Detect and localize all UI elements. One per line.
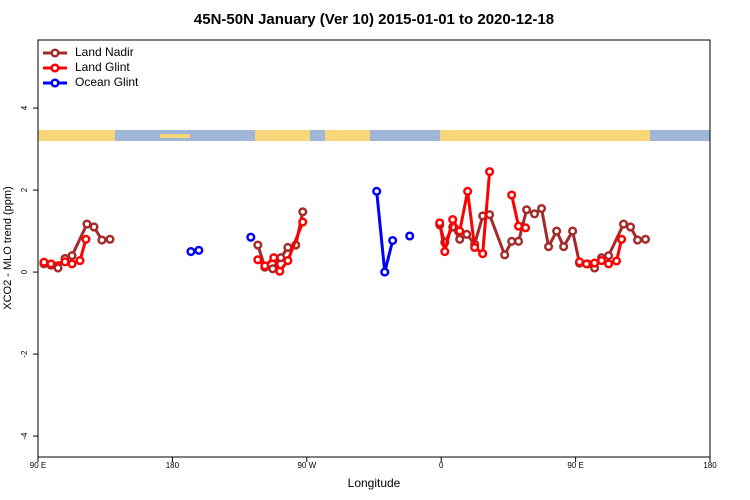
data-point	[640, 234, 651, 244]
data-point	[611, 256, 622, 266]
data-point	[246, 232, 256, 242]
legend-marker	[50, 63, 60, 73]
data-point	[67, 259, 77, 269]
data-point	[372, 186, 382, 196]
data-point	[485, 167, 495, 177]
data-point	[194, 245, 204, 255]
x-axis-label: Longitude	[348, 476, 401, 490]
data-point	[388, 235, 398, 246]
data-point	[462, 229, 472, 239]
y-tick-label: 2	[20, 187, 29, 192]
data-point	[186, 247, 196, 257]
data-point	[507, 190, 517, 200]
data-point	[521, 223, 531, 233]
data-point	[53, 263, 63, 273]
chart-title: 45N-50N January (Ver 10) 2015-01-01 to 2…	[194, 11, 554, 28]
data-point	[514, 236, 524, 246]
data-point	[500, 250, 510, 260]
y-axis-label: XCO2 - MLO trend (ppm)	[2, 186, 14, 309]
data-point	[514, 221, 524, 231]
data-point	[544, 242, 554, 252]
data-point	[253, 255, 263, 265]
data-point	[597, 256, 607, 266]
data-point	[455, 234, 465, 244]
y-tick-label: -2	[20, 350, 29, 358]
data-point	[46, 259, 56, 269]
data-point	[275, 266, 285, 276]
data-point	[81, 234, 91, 244]
legend-label: Ocean Glint	[75, 75, 139, 89]
x-tick-label: 180	[166, 461, 180, 470]
x-tick-label: 90 E	[30, 461, 46, 470]
map-strip	[38, 130, 710, 141]
data-point	[604, 259, 614, 269]
y-tick-label: -4	[20, 432, 29, 440]
data-point	[405, 231, 415, 241]
data-point	[75, 256, 85, 266]
data-point	[253, 240, 263, 250]
legend-label: Land Glint	[75, 60, 130, 74]
series-line	[43, 205, 646, 271]
x-tick-label: 0	[439, 461, 444, 470]
data-point	[269, 253, 279, 263]
data-point	[618, 219, 629, 229]
y-tick-label: 4	[20, 105, 29, 110]
data-point	[552, 226, 562, 236]
data-point	[67, 251, 77, 261]
legend-marker	[50, 48, 60, 58]
data-point	[82, 219, 92, 229]
data-point	[581, 259, 592, 269]
x-tick-label: 180	[703, 461, 717, 470]
data-point	[298, 217, 308, 227]
data-point	[507, 236, 517, 246]
data-point	[604, 251, 614, 261]
legend-label: Land Nadir	[75, 45, 134, 59]
data-point	[522, 205, 532, 215]
data-point	[574, 257, 585, 267]
data-point	[478, 249, 488, 259]
data-point	[440, 247, 450, 257]
plot-frame	[37, 39, 711, 458]
data-point	[283, 242, 293, 253]
series-line	[43, 171, 624, 275]
data-point	[97, 235, 107, 245]
y-tick-label: 0	[20, 269, 29, 274]
x-tick-label: 90 E	[567, 461, 583, 470]
data-point	[463, 186, 473, 196]
data-point	[448, 215, 458, 225]
data-point	[89, 222, 99, 232]
data-point	[559, 242, 569, 252]
legend-marker	[50, 78, 60, 88]
data-point	[298, 207, 308, 217]
data-point	[435, 218, 445, 228]
data-point	[470, 242, 480, 253]
data-point	[380, 267, 390, 277]
data-point	[633, 235, 643, 245]
data-point	[105, 234, 115, 244]
data-point	[529, 209, 540, 219]
x-tick-label: 90 W	[297, 461, 316, 470]
data-point	[283, 256, 293, 266]
data-point	[260, 261, 270, 271]
data-point	[268, 264, 278, 274]
data-point	[568, 226, 578, 236]
data-point	[590, 258, 600, 268]
data-point	[39, 257, 49, 267]
data-point	[537, 203, 547, 214]
data-point	[455, 226, 465, 236]
data-point	[276, 253, 286, 263]
data-point	[617, 234, 627, 244]
data-point	[626, 222, 636, 232]
data-point	[60, 257, 70, 267]
